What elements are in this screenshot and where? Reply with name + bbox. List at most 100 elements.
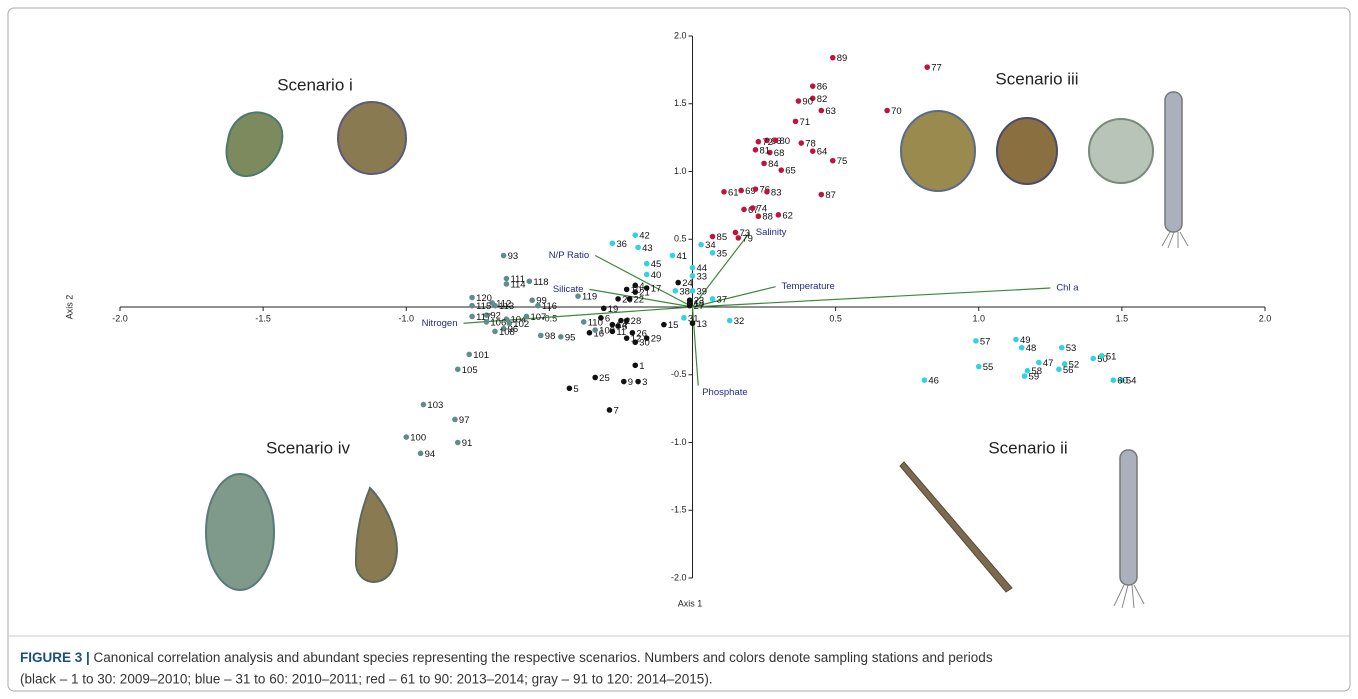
point [686,302,693,309]
point-label: 50 [1097,354,1108,365]
point [829,54,836,61]
point-label: 28 [631,316,642,327]
x-tick-label: -1.5 [255,313,271,323]
point-label: 75 [837,156,848,167]
point [1036,359,1042,366]
annotation: Scenario ii [988,438,1067,457]
point [503,281,510,287]
point-label: 11 [616,327,626,338]
point-label: 111 [510,274,524,285]
point-label: 98 [545,331,556,342]
point [766,149,773,156]
point [492,302,498,309]
point-label: 17 [651,284,662,295]
point-label: 95 [565,332,576,343]
point [632,289,639,295]
point-label: 18 [694,298,705,309]
point [721,189,727,195]
x-tick-label: 0.5 [829,313,842,323]
point [686,297,693,304]
y-axis-label: Axis 2 [64,295,74,320]
point [755,138,762,145]
point [632,282,639,289]
point [503,275,510,282]
caption: FIGURE 3 | Canonical correlation analysi… [20,650,993,665]
point-label: 26 [636,328,647,339]
point [973,338,979,344]
point [818,191,825,198]
point [492,328,498,335]
point [661,321,667,328]
point [689,320,696,327]
point-label: 5 [573,384,578,395]
point-label: 82 [817,94,828,105]
point-label: 9 [628,377,633,388]
point-label: 44 [697,263,708,274]
point-label: 55 [983,362,994,373]
point-label: 65 [785,166,796,177]
point-label: 21 [639,288,650,299]
point [403,434,410,440]
point-label: 31 [688,313,699,324]
point-label: 47 [1043,358,1054,369]
point-label: 51 [1106,351,1117,362]
point [500,252,507,259]
point [635,244,641,251]
point [643,335,650,341]
point [566,385,573,392]
point-label: 86 [817,82,828,93]
point [689,273,696,279]
point [1110,377,1117,383]
point-label: 42 [639,231,650,242]
point [483,312,490,318]
point-label: 100 [410,433,426,444]
point [535,302,541,309]
point [526,278,533,285]
point [469,294,475,301]
point [629,329,636,336]
point-label: 108 [499,327,515,338]
point [632,362,639,369]
point [417,450,424,457]
point-label: 119 [582,292,597,303]
point [681,315,687,321]
point [924,64,931,70]
point [726,317,733,324]
point-label: 35 [717,248,728,259]
figure-frame [7,7,1351,692]
point-label: 8 [622,321,627,332]
point-label: 7 [613,405,618,416]
point-label: 113 [499,301,514,312]
point [795,98,802,104]
vector-label: Phosphate [702,387,747,398]
point-label: 43 [642,243,653,254]
caption-text: Canonical correlation analysis and abund… [90,650,993,665]
point [778,167,785,173]
point-label: 49 [1020,335,1031,346]
point-label: 23 [694,296,705,307]
point-label: 109 [599,326,615,337]
point [618,317,624,324]
point [698,241,704,248]
point-label: 85 [717,232,728,243]
point-label: 46 [928,376,939,387]
point-label: 1 [639,361,644,372]
point-label: 99 [536,296,547,307]
y-tick-label: 1.0 [674,166,687,176]
vector [692,286,776,308]
x-tick-label: 2.0 [1259,313,1272,323]
y-tick-label: -0.5 [671,369,687,379]
vector-label: Nitrogen [422,318,458,329]
point-label: 6 [605,313,610,324]
point [580,319,587,325]
point-label: 71 [800,117,811,128]
point [761,160,767,167]
point-label: 91 [462,438,473,449]
point [469,302,475,309]
point [537,332,544,339]
point [1018,344,1025,351]
point [809,95,816,102]
point [752,186,759,192]
point-label: 53 [1066,343,1077,354]
